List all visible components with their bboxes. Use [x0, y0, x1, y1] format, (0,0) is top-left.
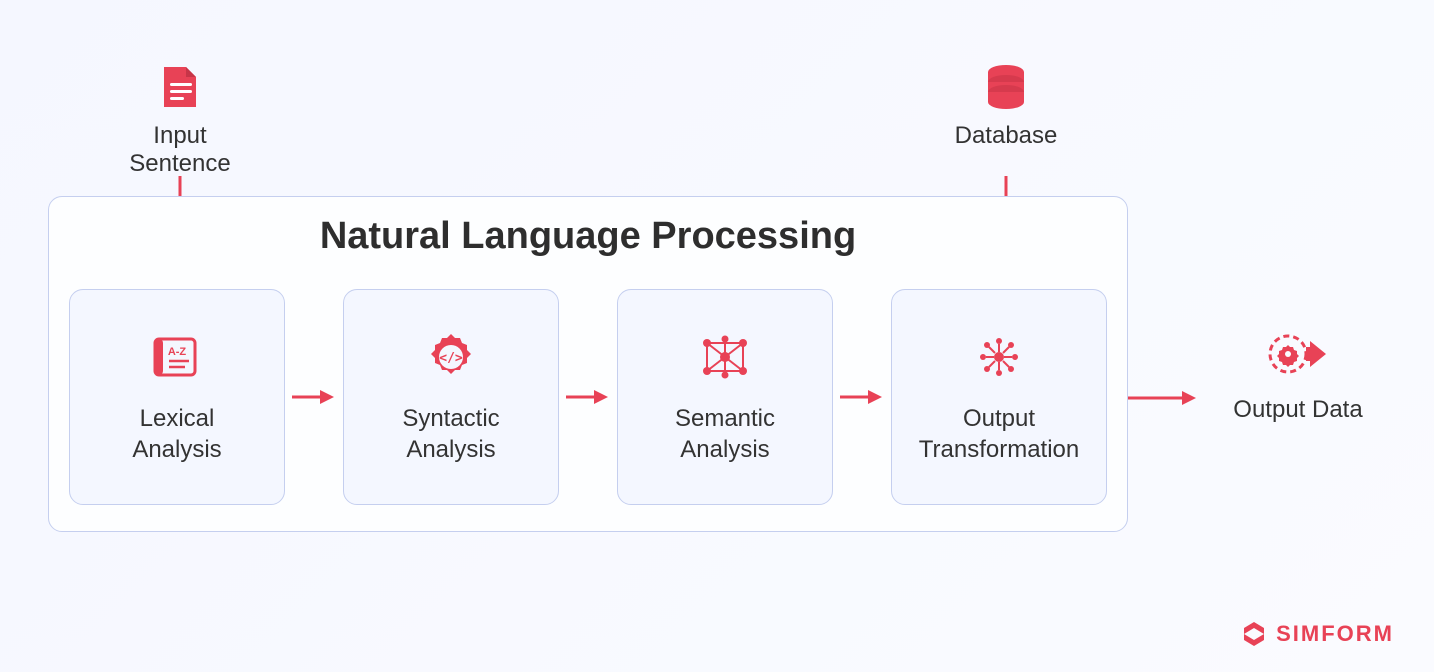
simform-logo-icon: [1240, 620, 1268, 648]
input-sentence-label: Input Sentence: [110, 122, 250, 178]
stage-syntactic-label: SyntacticAnalysis: [402, 403, 499, 465]
file-icon: [155, 62, 205, 112]
output-block: Output Data: [1208, 326, 1388, 424]
database-label: Database: [936, 122, 1076, 150]
output-label: Output Data: [1208, 396, 1388, 424]
stage-output-transform: OutputTransformation: [891, 289, 1107, 505]
database-icon: [981, 62, 1031, 112]
arrow-right-2: [566, 387, 610, 407]
stage-lexical-label: LexicalAnalysis: [132, 403, 221, 465]
stage-semantic: SemanticAnalysis: [617, 289, 833, 505]
database-block: Database: [936, 62, 1076, 150]
arrow-right-3: [840, 387, 884, 407]
arrow-right-1: [292, 387, 336, 407]
output-gear-icon: [1266, 326, 1330, 382]
stages-row: A-Z LexicalAnalysis: [69, 289, 1107, 505]
brand: SIMFORM: [1240, 620, 1394, 648]
brand-text: SIMFORM: [1276, 621, 1394, 647]
network-icon: [697, 329, 753, 385]
dictionary-icon: A-Z: [149, 329, 205, 385]
container-title: Natural Language Processing: [49, 215, 1127, 258]
stage-semantic-label: SemanticAnalysis: [675, 403, 775, 465]
gear-code-icon: </>: [423, 329, 479, 385]
svg-text:A-Z: A-Z: [168, 346, 187, 358]
nlp-pipeline-diagram: Input Sentence Database Natural L: [0, 0, 1434, 672]
svg-text:</>: </>: [439, 351, 463, 366]
input-sentence-block: Input Sentence: [110, 62, 250, 178]
arrow-right-out: [1128, 388, 1198, 408]
stage-lexical: A-Z LexicalAnalysis: [69, 289, 285, 505]
stage-output-transform-label: OutputTransformation: [919, 403, 1080, 465]
stage-syntactic: </> SyntacticAnalysis: [343, 289, 559, 505]
nlp-container: Natural Language Processing A-Z LexicalA…: [48, 196, 1128, 532]
transform-icon: [971, 329, 1027, 385]
